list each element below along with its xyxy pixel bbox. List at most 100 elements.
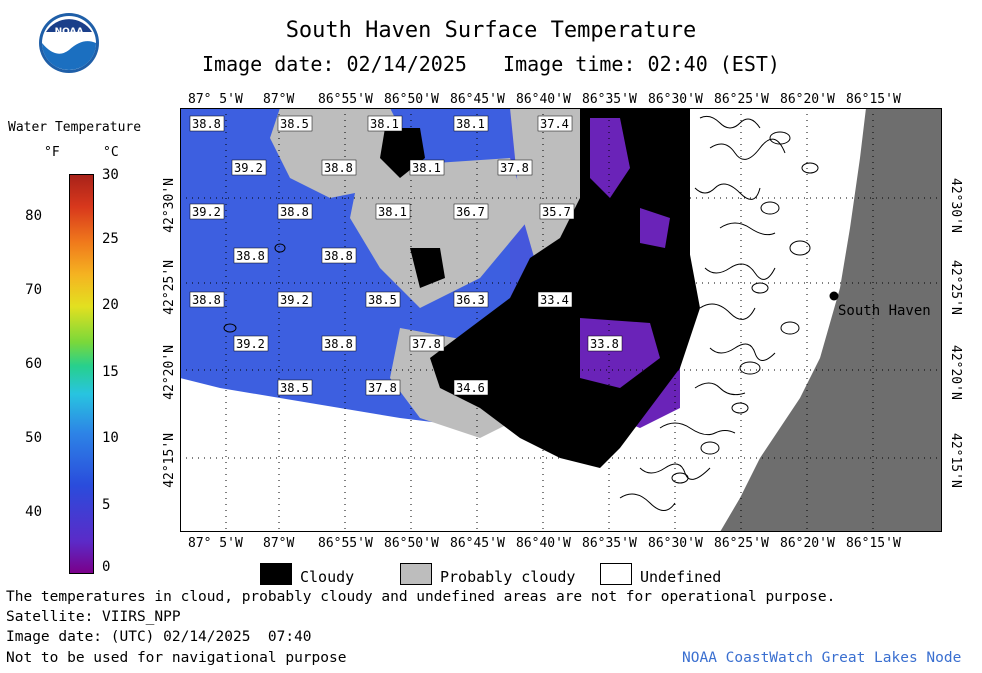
cloudy-swatch [260, 563, 292, 585]
temperature-label-box [277, 379, 313, 396]
temperature-label: 39.2 [192, 205, 221, 219]
satellite-info: Satellite: VIIRS_NPP [6, 609, 181, 625]
disclaimer: The temperatures in cloud, probably clou… [6, 589, 836, 605]
lon-label: 86°55'W [318, 536, 373, 551]
temperature-label: 38.1 [412, 161, 441, 175]
temperature-label-box [321, 335, 357, 352]
lon-label: 86°50'W [384, 92, 439, 107]
map-frame [180, 108, 942, 532]
page-title: South Haven Surface Temperature [285, 18, 697, 43]
temperature-label: 39.2 [236, 337, 265, 351]
legend-title: Water Temperature [8, 120, 142, 135]
temperature-label: 33.4 [540, 293, 569, 307]
temperature-label: 34.6 [456, 381, 485, 395]
temperature-label: 33.8 [590, 337, 619, 351]
temperature-label: 38.1 [370, 117, 399, 131]
temperature-map: 38.8 38.5 38.1 38.1 37.4 39.2 38.8 38.1 37.8 39.2… [180, 108, 942, 532]
temperature-label-box [409, 159, 445, 176]
undefined-swatch [600, 563, 632, 585]
temperature-label-box [537, 291, 573, 308]
temperature-label-box [539, 203, 575, 220]
temperature-label: 38.8 [324, 337, 353, 351]
probably-cloudy-swatch [400, 563, 432, 585]
temperature-label-box [189, 203, 225, 220]
temperature-label-box [233, 335, 269, 352]
temperature-label-box [277, 203, 313, 220]
temperature-label-box [189, 291, 225, 308]
lon-label: 86°15'W [846, 536, 901, 551]
lon-label: 87° 5'W [188, 92, 243, 107]
contour-lines [223, 115, 819, 511]
lon-label: 86°15'W [846, 92, 901, 107]
unit-fahrenheit: °F [44, 145, 60, 160]
lat-label: 42°15'N [948, 433, 963, 488]
temperature-labels: 38.8 38.5 38.1 38.1 37.4 39.2 38.8 38.1 37.8 39.2… [189, 115, 623, 396]
lat-label: 42°30'N [948, 178, 963, 233]
temperature-label: 36.7 [456, 205, 485, 219]
c-tick: 25 [102, 231, 119, 247]
lat-label: 42°25'N [948, 260, 963, 315]
temperature-label-box [277, 291, 313, 308]
lon-label: 86°35'W [582, 92, 637, 107]
nav-warning: Not to be used for navigational purpose [6, 650, 347, 666]
probably-cloudy-area [350, 158, 530, 308]
lat-label: 42°25'N [162, 260, 177, 315]
temperature-label: 38.8 [324, 161, 353, 175]
temperature-label-box [231, 159, 267, 176]
unit-celsius: °C [103, 145, 119, 160]
lon-label: 86°30'W [648, 536, 703, 551]
lon-label: 87° 5'W [188, 536, 243, 551]
probably-cloudy-label: Probably cloudy [440, 568, 576, 586]
lon-label: 86°40'W [516, 536, 571, 551]
temperature-label: 35.7 [542, 205, 571, 219]
cloud-area [410, 248, 445, 288]
temperature-label: 38.1 [456, 117, 485, 131]
temperature-label-box [321, 247, 357, 264]
temperature-label-box [277, 115, 313, 132]
utc-date: Image date: (UTC) 02/14/2025 07:40 [6, 629, 312, 645]
temperature-label-box [537, 115, 573, 132]
temperature-label: 38.8 [324, 249, 353, 263]
lon-label: 86°20'W [780, 536, 835, 551]
noaa-logo: NOAA [39, 13, 99, 73]
c-tick: 5 [102, 497, 111, 513]
temperature-label-box [453, 203, 489, 220]
temperature-label: 36.3 [456, 293, 485, 307]
f-tick: 50 [25, 430, 42, 446]
city-label: South Haven [838, 303, 931, 319]
lon-label: 86°25'W [714, 536, 769, 551]
logo-text: NOAA [55, 27, 84, 37]
f-tick: 70 [25, 282, 42, 298]
temperature-label-box [367, 115, 403, 132]
city-marker [829, 291, 839, 301]
temperature-label: 38.5 [280, 381, 309, 395]
lon-label: 86°20'W [780, 92, 835, 107]
credit-link[interactable]: NOAA CoastWatch Great Lakes Node [682, 650, 962, 666]
lon-label: 86°45'W [450, 92, 505, 107]
cold-water-region [640, 208, 670, 248]
temperature-label-box [365, 379, 401, 396]
lon-label: 87°W [263, 92, 295, 107]
temperature-label-box [189, 115, 225, 132]
lon-label: 86°25'W [714, 92, 769, 107]
temperature-label-box [453, 115, 489, 132]
f-tick: 40 [25, 504, 42, 520]
temperature-label-box [321, 159, 357, 176]
temperature-label-box [233, 247, 269, 264]
temperature-label: 38.8 [192, 117, 221, 131]
lat-label: 42°20'N [948, 345, 963, 400]
lon-label: 87°W [263, 536, 295, 551]
temperature-label: 38.1 [378, 205, 407, 219]
lon-label: 86°40'W [516, 92, 571, 107]
temperature-label-box [453, 379, 489, 396]
temperature-label: 38.5 [280, 117, 309, 131]
lon-label: 86°35'W [582, 536, 637, 551]
temperature-label-box [497, 159, 533, 176]
c-tick: 15 [102, 364, 119, 380]
land-michigan [720, 108, 942, 532]
temperature-label-box [409, 335, 445, 352]
temperature-label-box [365, 291, 401, 308]
lat-label: 42°15'N [162, 433, 177, 488]
temperature-label: 37.8 [368, 381, 397, 395]
undefined-label: Undefined [640, 568, 722, 586]
